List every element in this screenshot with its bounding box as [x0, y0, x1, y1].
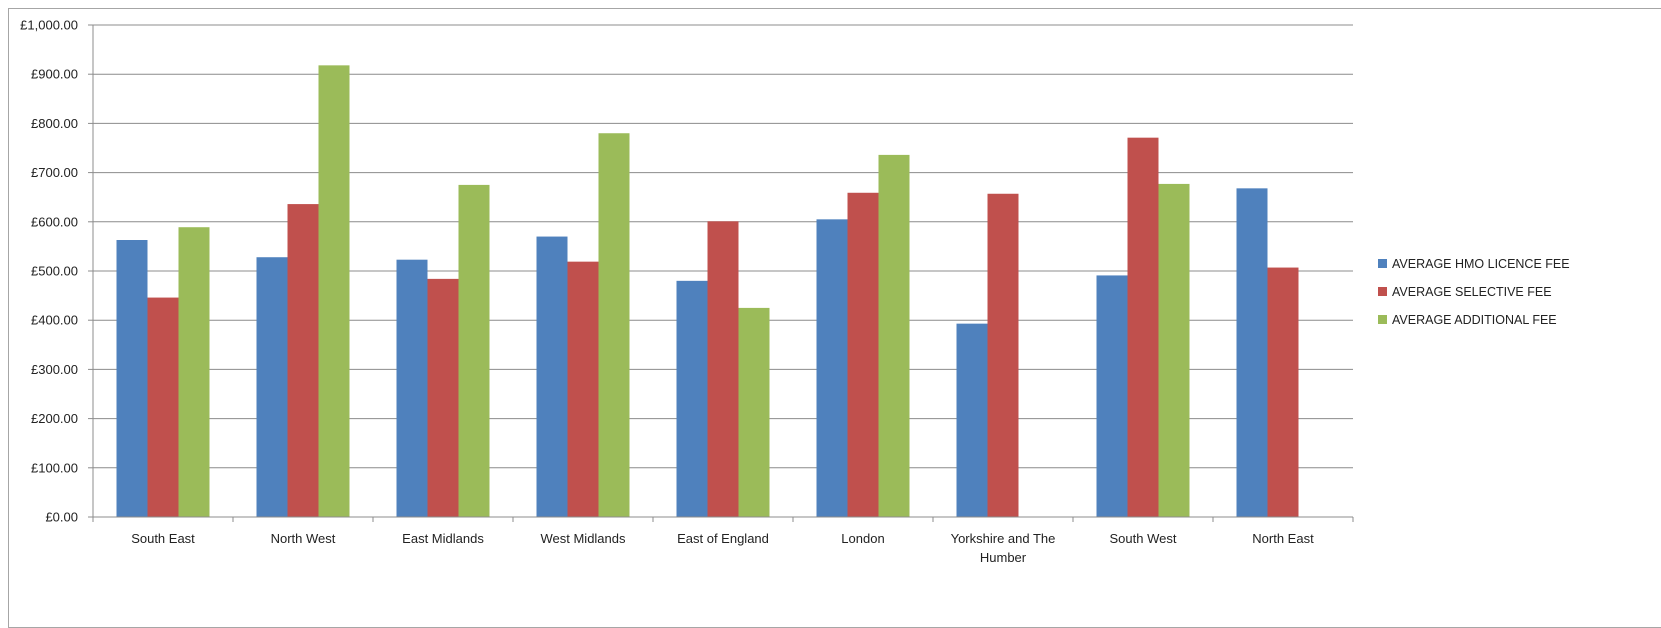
bar-average-selective-fee [847, 192, 879, 517]
bar-average-hmo-licence-fee [396, 259, 428, 517]
x-tick-label: Humber [980, 550, 1027, 565]
x-tick-label: South West [1110, 531, 1177, 546]
bar-average-hmo-licence-fee [816, 219, 848, 517]
bar-average-selective-fee [987, 193, 1019, 518]
bar-average-selective-fee [707, 221, 739, 518]
bar-average-additional-fee [1158, 183, 1190, 517]
bar-average-selective-fee [147, 297, 179, 517]
bar-average-selective-fee [1127, 137, 1159, 517]
y-tick-label: £1,000.00 [20, 18, 78, 33]
x-tick-label: London [841, 531, 884, 546]
x-tick-label: South East [131, 531, 195, 546]
y-tick-label: £700.00 [31, 165, 78, 180]
y-tick-label: £400.00 [31, 313, 78, 328]
bar-average-selective-fee [287, 204, 319, 517]
x-tick-label: East of England [677, 531, 769, 546]
legend-label: AVERAGE HMO LICENCE FEE [1392, 257, 1570, 271]
x-tick-label: Yorkshire and The [951, 531, 1056, 546]
bar-average-hmo-licence-fee [1096, 275, 1128, 517]
y-tick-label: £0.00 [45, 510, 78, 525]
x-tick-label: West Midlands [540, 531, 626, 546]
x-tick-label: East Midlands [402, 531, 484, 546]
legend-swatch [1378, 287, 1387, 296]
y-tick-label: £300.00 [31, 362, 78, 377]
bar-average-hmo-licence-fee [536, 236, 568, 517]
y-tick-label: £100.00 [31, 460, 78, 475]
legend-label: AVERAGE ADDITIONAL FEE [1392, 313, 1557, 327]
legend-swatch [1378, 259, 1387, 268]
bar-average-selective-fee [567, 261, 599, 517]
bar-average-additional-fee [738, 307, 770, 517]
bar-average-hmo-licence-fee [956, 323, 988, 517]
bar-average-hmo-licence-fee [676, 280, 708, 517]
x-tick-label: North East [1252, 531, 1314, 546]
bar-average-additional-fee [318, 65, 350, 518]
x-axis-ticks: South East North West East Midlands West Mi… [92, 517, 1354, 565]
legend-label: AVERAGE SELECTIVE FEE [1392, 285, 1552, 299]
bar-average-hmo-licence-fee [116, 240, 148, 517]
bar-average-additional-fee [178, 227, 210, 517]
bar-average-hmo-licence-fee [1236, 188, 1268, 517]
bar-average-additional-fee [878, 154, 910, 517]
axes [92, 25, 1353, 518]
y-tick-label: £500.00 [31, 264, 78, 279]
bars [116, 65, 1299, 518]
bar-average-selective-fee [427, 278, 459, 517]
bar-average-hmo-licence-fee [256, 257, 288, 517]
legend-swatch [1378, 315, 1387, 324]
y-axis-ticks: £0.00 £100.00 £200.00 £300.00 £400.00 £500.00… [20, 18, 93, 525]
y-tick-label: £600.00 [31, 214, 78, 229]
y-tick-label: £900.00 [31, 67, 78, 82]
bar-chart: £0.00 £100.00 £200.00 £300.00 £400.00 £500.00… [20, 18, 1570, 566]
bar-average-selective-fee [1267, 267, 1299, 517]
bar-average-additional-fee [598, 133, 630, 518]
legend: AVERAGE HMO LICENCE FEE AVERAGE SELECTIVE… [1378, 257, 1570, 327]
bar-average-additional-fee [458, 184, 490, 517]
y-tick-label: £800.00 [31, 116, 78, 131]
y-tick-label: £200.00 [31, 411, 78, 426]
x-tick-label: North West [271, 531, 336, 546]
